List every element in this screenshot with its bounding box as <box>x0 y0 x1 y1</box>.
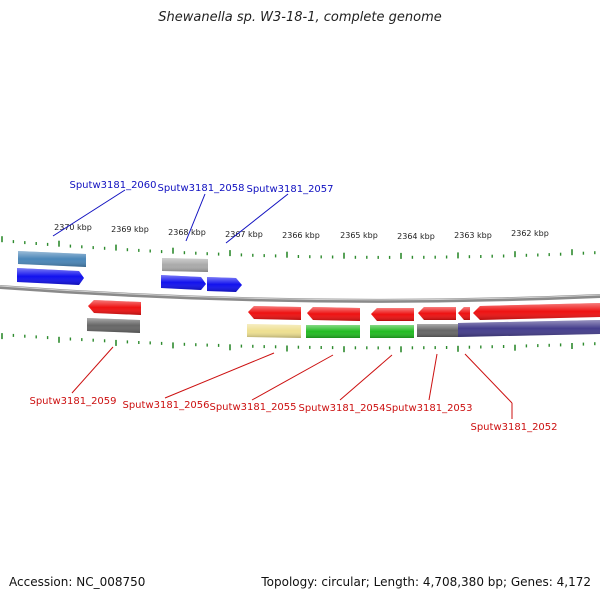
inner-tick-ring <box>1 333 596 353</box>
gene-label-sputw3181-2056[interactable]: Sputw3181_2056 <box>122 400 209 411</box>
scale-label: 2363 kbp <box>454 231 492 240</box>
gene-label-sputw3181-2053[interactable]: Sputw3181_2053 <box>385 403 472 414</box>
forward-strand-features <box>17 251 242 292</box>
scale-label: 2367 kbp <box>225 230 263 239</box>
gene-label-sputw3181-2054[interactable]: Sputw3181_2054 <box>298 403 385 414</box>
gene-label-sputw3181-2059[interactable]: Sputw3181_2059 <box>29 396 116 407</box>
scale-label: 2362 kbp <box>511 229 549 238</box>
callout-lines <box>52 189 513 419</box>
scale-label: 2369 kbp <box>111 225 149 234</box>
genome-backbone-highlight <box>0 285 600 301</box>
scale-label: 2364 kbp <box>397 232 435 241</box>
reverse-strand-features <box>87 300 600 338</box>
genome-backbone <box>0 285 600 303</box>
outer-tick-ring <box>1 236 596 259</box>
scale-label: 2365 kbp <box>340 231 378 240</box>
gene-label-sputw3181-2060[interactable]: Sputw3181_2060 <box>69 180 156 191</box>
gene-label-sputw3181-2057[interactable]: Sputw3181_2057 <box>246 184 333 195</box>
scale-label: 2366 kbp <box>282 231 320 240</box>
scale-label: 2368 kbp <box>168 228 206 237</box>
scale-label: 2370 kbp <box>54 223 92 232</box>
genome-summary-text: Topology: circular; Length: 4,708,380 bp… <box>261 575 591 589</box>
gene-label-sputw3181-2058[interactable]: Sputw3181_2058 <box>157 183 244 194</box>
map-title: Shewanella sp. W3-18-1, complete genome <box>158 10 442 25</box>
gene-label-sputw3181-2055[interactable]: Sputw3181_2055 <box>209 402 296 413</box>
accession-text: Accession: NC_008750 <box>9 575 146 589</box>
gene-label-sputw3181-2052[interactable]: Sputw3181_2052 <box>470 422 557 433</box>
